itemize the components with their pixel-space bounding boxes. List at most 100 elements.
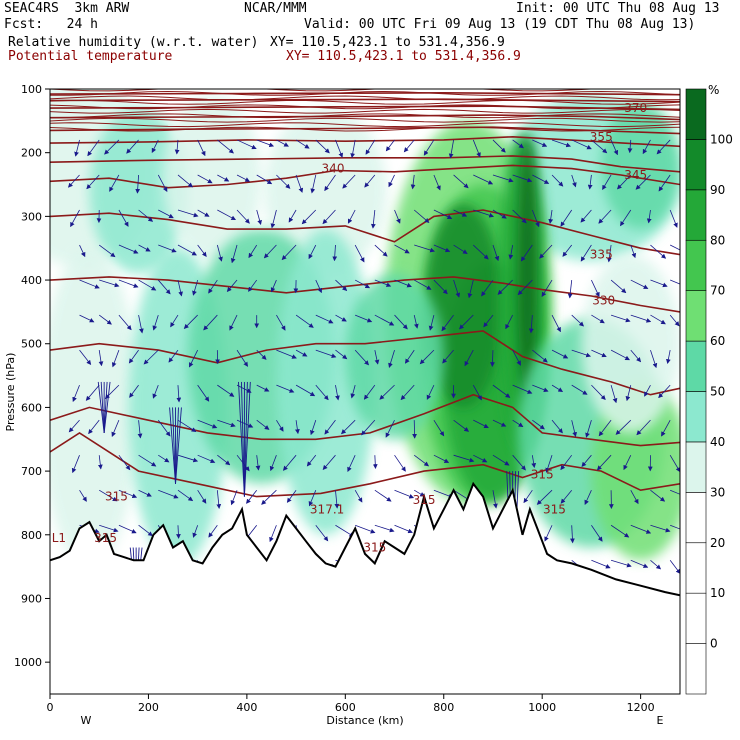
- wind-arrow-182: [350, 139, 356, 159]
- wind-arrow-345: [591, 384, 606, 401]
- theta-line-335: [50, 209, 680, 256]
- wind-arrow-6: [79, 349, 92, 366]
- wind-arrow-295: [512, 454, 526, 471]
- wind-arrow-225: [414, 279, 432, 290]
- wind-arrow-231: [414, 489, 425, 497]
- wind-arrow-353: [598, 209, 612, 224]
- wind-arrow-342: [591, 279, 600, 298]
- wind-arrow-304: [528, 315, 534, 334]
- theta-label-7: 317.1: [310, 502, 344, 516]
- colorbar-label-7: 70: [710, 284, 725, 298]
- wind-arrow-366: [620, 209, 632, 227]
- wind-arrow-91: [217, 139, 234, 154]
- wind-arrow-137: [276, 384, 295, 393]
- wind-arrow-143: [295, 139, 310, 149]
- wind-arrow-306: [532, 384, 549, 392]
- wind-arrow-88: [197, 489, 207, 504]
- wind-arrow-383: [650, 349, 658, 369]
- wind-arrow-59: [152, 384, 159, 399]
- wind-arrow-350: [591, 559, 611, 569]
- wind-arrow-1: [67, 174, 80, 188]
- wind-arrow-330: [571, 314, 585, 327]
- theta-label-9: 315: [531, 467, 554, 481]
- rh-region-15: [517, 133, 538, 402]
- wind-arrow-149: [295, 349, 308, 357]
- wind-arrow-68: [177, 244, 197, 256]
- wind-arrow-389: [650, 559, 662, 570]
- wind-arrow-339: [587, 174, 593, 190]
- wind-arrow-14: [86, 174, 100, 190]
- wind-arrow-275: [492, 209, 507, 219]
- wind-arrow-32: [111, 349, 120, 368]
- theta-label-3: 345: [624, 168, 647, 182]
- wind-arrow-22: [97, 455, 103, 470]
- x-tick-label-2: 400: [236, 701, 257, 714]
- wind-arrow-274: [492, 174, 514, 183]
- wind-arrow-346: [585, 420, 592, 438]
- theta-upper-line-3: [50, 100, 680, 105]
- wind-arrow-347: [581, 454, 592, 468]
- wind-arrow-130: [276, 139, 289, 147]
- wind-arrow-327: [560, 209, 573, 227]
- wind-arrow-381: [650, 279, 668, 288]
- colorbar-unit: %: [708, 83, 719, 97]
- wind-arrow-356: [610, 314, 631, 323]
- wind-arrow-377: [642, 139, 651, 155]
- wind-arrow-349: [591, 525, 603, 542]
- wind-arrow-4: [79, 279, 100, 289]
- y-tick-label-6: 700: [21, 465, 42, 478]
- wind-arrow-206: [374, 524, 395, 533]
- wind-arrow-227: [404, 349, 415, 364]
- wind-arrow-312: [551, 139, 571, 148]
- wind-arrow-0: [74, 139, 80, 157]
- wind-arrow-265: [459, 314, 474, 330]
- wind-arrow-226: [413, 314, 419, 329]
- wind-arrow-134: [270, 279, 277, 293]
- wind-arrow-105: [236, 174, 250, 182]
- wind-arrow-369: [630, 314, 652, 323]
- wind-arrow-336: [570, 525, 575, 544]
- wind-arrow-307: [532, 419, 545, 430]
- wind-arrow-24: [99, 524, 119, 533]
- wind-arrow-198: [374, 244, 388, 257]
- wind-arrow-293: [512, 384, 533, 394]
- y-tick-label-9: 1000: [14, 656, 42, 669]
- wind-arrow-69: [177, 279, 183, 297]
- wind-arrow-46: [129, 384, 139, 398]
- wind-arrow-120: [248, 244, 258, 259]
- wind-arrow-292: [512, 349, 521, 366]
- downdraft-4-1: [241, 381, 245, 497]
- wind-arrow-23: [99, 489, 118, 502]
- wind-arrow-36: [118, 489, 138, 498]
- wind-arrow-221: [403, 139, 415, 153]
- wind-arrow-49: [138, 489, 152, 497]
- wind-arrow-196: [364, 174, 376, 188]
- wind-arrow-31: [118, 314, 132, 331]
- wind-arrow-210: [394, 209, 401, 224]
- wind-arrow-172: [332, 244, 338, 262]
- x-tick-label-3: 600: [335, 701, 356, 714]
- wind-arrow-375: [630, 524, 652, 534]
- theta-line-365: [50, 105, 680, 111]
- wind-arrow-109: [229, 314, 238, 331]
- wind-arrow-367: [630, 244, 637, 259]
- wind-arrow-40: [135, 174, 141, 194]
- fcst-label: Fcst: 24 h: [4, 17, 98, 32]
- wind-arrow-163: [315, 384, 329, 401]
- wind-arrow-96: [203, 314, 218, 331]
- wind-arrow-145: [288, 209, 297, 223]
- downdraft-3-1: [172, 407, 176, 484]
- wind-arrow-390: [656, 139, 671, 155]
- wind-arrow-214: [388, 349, 395, 368]
- wind-arrow-217: [394, 454, 406, 472]
- y-tick-label-0: 100: [21, 83, 42, 96]
- wind-arrow-169: [335, 139, 343, 158]
- wind-arrow-286: [512, 139, 524, 149]
- wind-arrow-230: [413, 454, 430, 467]
- colorbar-label-5: 50: [710, 385, 725, 399]
- wind-arrow-379: [646, 209, 652, 224]
- wind-arrow-268: [473, 419, 489, 429]
- wind-arrow-82: [192, 279, 199, 296]
- wind-arrow-118: [256, 174, 273, 185]
- wind-arrow-363: [610, 559, 632, 568]
